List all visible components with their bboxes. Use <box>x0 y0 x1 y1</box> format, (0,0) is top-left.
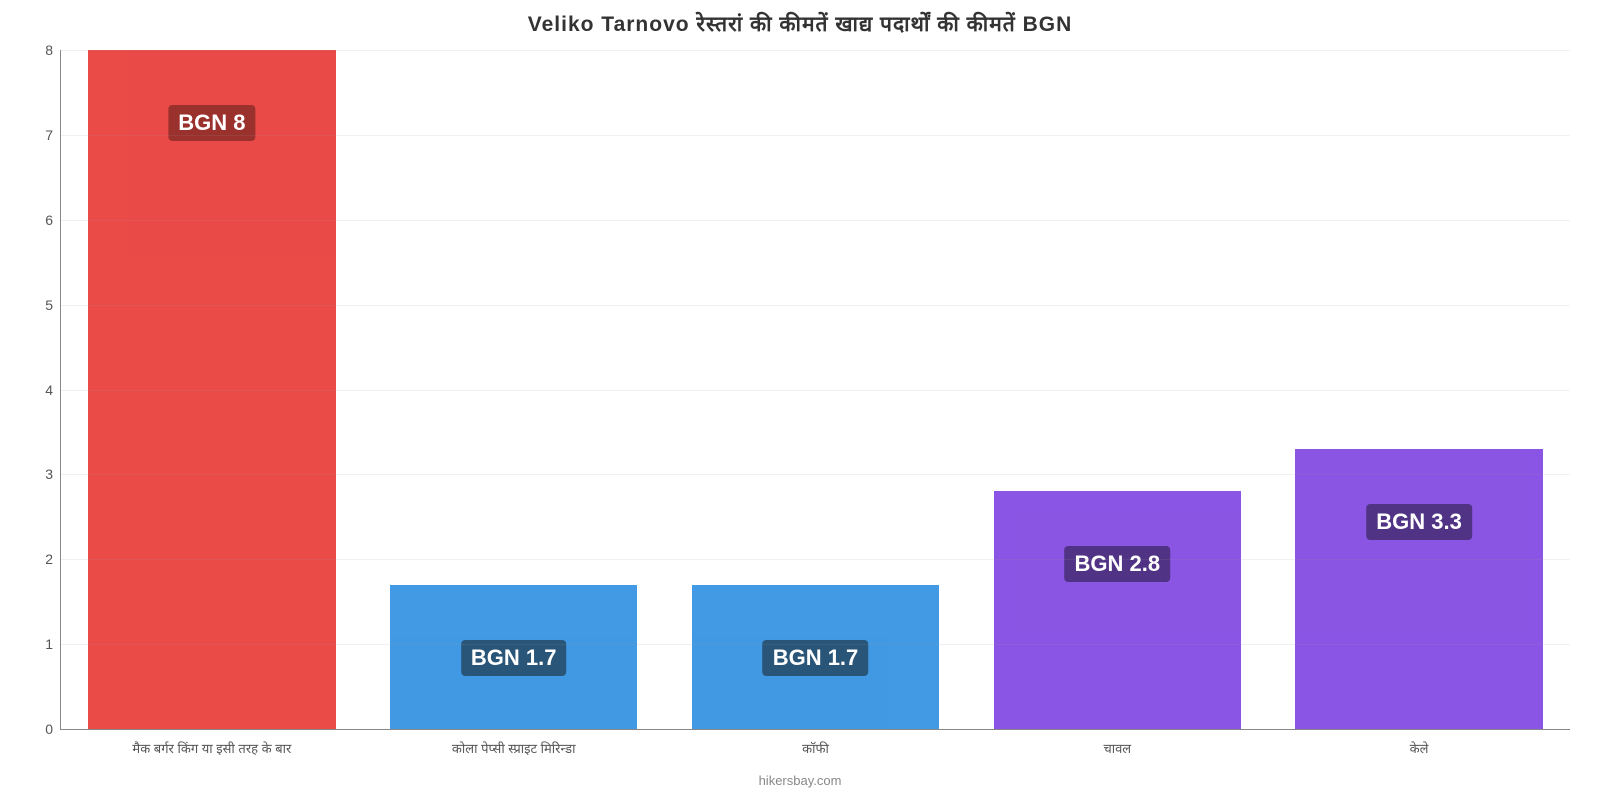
y-tick-label: 0 <box>45 721 53 737</box>
bar: BGN 3.3 <box>1295 449 1542 729</box>
gridline <box>61 305 1570 306</box>
x-tick-label: मैक बर्गर किंग या इसी तरह के बार <box>61 739 363 757</box>
y-tick-label: 5 <box>45 297 53 313</box>
bar: BGN 1.7 <box>390 585 637 729</box>
x-tick-label: कॉफी <box>665 739 967 757</box>
gridline <box>61 50 1570 51</box>
y-tick-label: 3 <box>45 466 53 482</box>
y-tick-label: 8 <box>45 42 53 58</box>
gridline <box>61 390 1570 391</box>
bar-value-badge: BGN 3.3 <box>1366 504 1472 540</box>
bar-value-badge: BGN 2.8 <box>1064 546 1170 582</box>
y-tick-label: 4 <box>45 382 53 398</box>
y-tick-label: 6 <box>45 212 53 228</box>
x-tick-label: कोला पेप्सी स्प्राइट मिरिन्डा <box>363 739 665 757</box>
y-tick-label: 7 <box>45 127 53 143</box>
x-tick-label: चावल <box>966 739 1268 757</box>
gridline <box>61 135 1570 136</box>
x-tick-label: केले <box>1268 739 1570 757</box>
y-tick-label: 2 <box>45 551 53 567</box>
gridline <box>61 644 1570 645</box>
gridline <box>61 220 1570 221</box>
bar: BGN 1.7 <box>692 585 939 729</box>
y-tick-label: 1 <box>45 636 53 652</box>
chart-title: Veliko Tarnovo रेस्तरां की कीमतें खाद्य … <box>0 10 1600 38</box>
chart-attribution: hikersbay.com <box>0 773 1600 788</box>
plot-area: BGN 8मैक बर्गर किंग या इसी तरह के बारBGN… <box>60 50 1570 730</box>
gridline <box>61 559 1570 560</box>
price-bar-chart: Veliko Tarnovo रेस्तरां की कीमतें खाद्य … <box>0 0 1600 800</box>
bar: BGN 2.8 <box>994 491 1241 729</box>
gridline <box>61 474 1570 475</box>
